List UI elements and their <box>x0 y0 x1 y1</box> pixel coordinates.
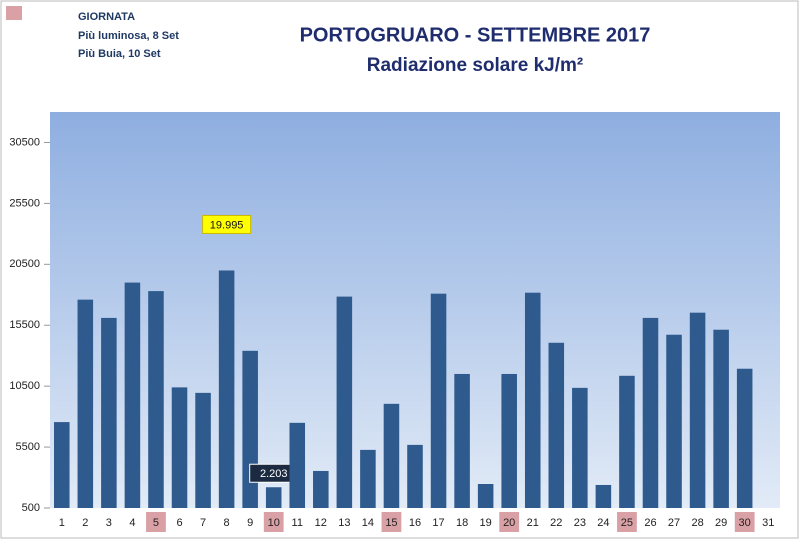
x-tick-label: 3 <box>106 517 112 529</box>
category-highlight <box>381 512 402 532</box>
bar <box>689 312 706 508</box>
bar <box>501 373 517 508</box>
legend-swatch <box>6 6 22 20</box>
x-tick-label: 8 <box>224 517 230 529</box>
x-tick-label: 24 <box>597 517 609 529</box>
bar <box>289 422 306 508</box>
y-tick-label: 20500 <box>9 258 40 270</box>
bar <box>642 317 659 508</box>
category-highlight <box>499 512 520 532</box>
bar <box>548 342 565 508</box>
bar <box>218 270 235 508</box>
x-tick-label: 2 <box>82 517 88 529</box>
note: Più Buia, 10 Set <box>78 48 161 60</box>
x-tick-label: 7 <box>200 517 206 529</box>
x-tick-label: 27 <box>668 517 680 529</box>
value-label-box <box>202 214 252 234</box>
category-highlight <box>263 512 284 532</box>
y-tick-label: 10500 <box>9 380 40 392</box>
bar <box>524 292 541 508</box>
x-tick-label: 23 <box>574 517 586 529</box>
x-tick-label: 25 <box>621 517 633 529</box>
note: GIORNATA <box>78 11 135 23</box>
bar <box>265 487 282 508</box>
bar <box>407 444 423 508</box>
bar <box>383 403 400 508</box>
x-tick-label: 10 <box>268 517 280 529</box>
bar <box>666 334 682 508</box>
plot-area <box>50 112 780 508</box>
bar <box>124 282 141 508</box>
x-tick-label: 30 <box>739 517 751 529</box>
x-tick-label: 19 <box>480 517 492 529</box>
bar <box>736 368 753 508</box>
value-label: 2.203 <box>260 468 288 480</box>
x-tick-label: 28 <box>691 517 703 529</box>
y-tick-label: 25500 <box>9 197 40 209</box>
bar <box>477 483 494 508</box>
y-tick-label: 30500 <box>9 136 40 148</box>
bar <box>713 329 729 508</box>
x-tick-label: 4 <box>129 517 135 529</box>
x-tick-label: 1 <box>59 517 65 529</box>
chart-title: PORTOGRUARO - SETTEMBRE 2017 <box>300 24 651 46</box>
y-tick-label: 5500 <box>16 441 40 453</box>
bar <box>101 317 117 508</box>
x-tick-label: 12 <box>315 517 327 529</box>
bar <box>595 484 612 508</box>
x-tick-label: 15 <box>385 517 397 529</box>
x-tick-label: 9 <box>247 517 253 529</box>
x-tick-label: 22 <box>550 517 562 529</box>
bar <box>572 387 588 508</box>
category-highlight <box>617 512 637 532</box>
x-tick-label: 31 <box>762 517 774 529</box>
note: Più luminosa, 8 Set <box>78 30 179 42</box>
value-label: 19.995 <box>210 219 244 231</box>
bar <box>54 422 70 508</box>
bar <box>195 392 211 508</box>
bar <box>171 387 188 508</box>
x-tick-label: 11 <box>292 517 303 529</box>
x-tick-label: 17 <box>432 517 444 529</box>
x-tick-label: 13 <box>338 517 350 529</box>
x-tick-label: 29 <box>715 517 727 529</box>
bar <box>242 350 258 508</box>
chart-subtitle: Radiazione solare kJ/m² <box>367 55 583 76</box>
x-tick-label: 21 <box>527 517 539 529</box>
x-tick-label: 16 <box>409 517 421 529</box>
x-tick-label: 18 <box>456 517 468 529</box>
bar <box>148 291 164 508</box>
category-highlight <box>146 512 166 532</box>
bar <box>430 293 447 508</box>
x-tick-label: 14 <box>362 517 374 529</box>
bar <box>619 375 635 508</box>
x-tick-label: 6 <box>176 517 182 529</box>
bar <box>336 296 353 508</box>
y-tick-label: 15500 <box>9 319 40 331</box>
x-tick-label: 5 <box>153 517 159 529</box>
bar <box>313 470 329 508</box>
category-highlight <box>734 512 755 532</box>
x-tick-label: 26 <box>644 517 656 529</box>
y-tick-label: 500 <box>22 502 40 514</box>
bar <box>454 373 470 508</box>
x-tick-label: 20 <box>503 517 515 529</box>
bar <box>77 299 94 508</box>
bar <box>360 449 376 508</box>
